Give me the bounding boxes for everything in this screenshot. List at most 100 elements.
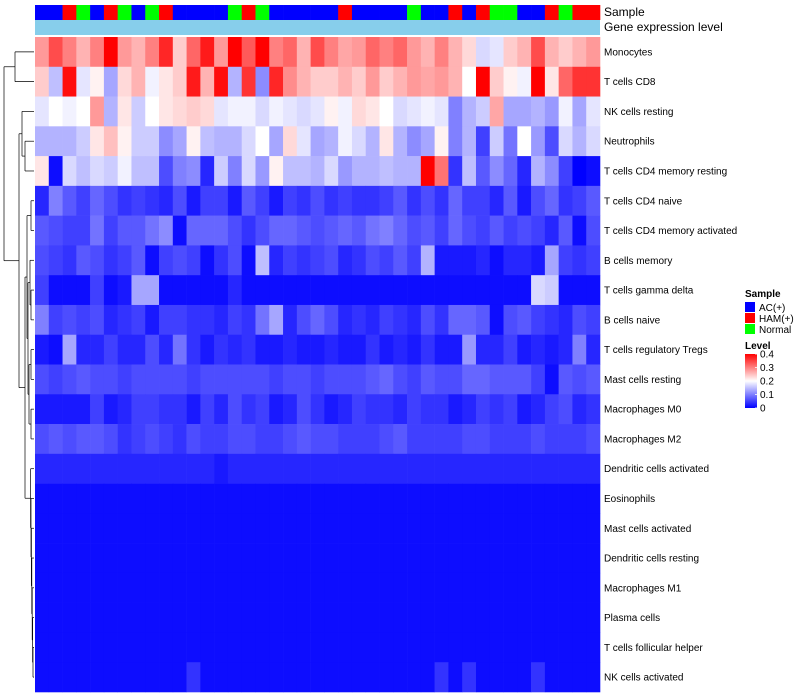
heatmap-cell (407, 304, 422, 336)
heatmap-cell (393, 37, 408, 68)
colorbar-tick-label: 0.2 (760, 377, 774, 388)
heatmap-cell (393, 364, 408, 395)
heatmap-cell (159, 37, 174, 68)
heatmap-cell (531, 126, 546, 157)
row-label: Neutrophils (604, 137, 655, 148)
heatmap-cell (462, 483, 477, 514)
heatmap-cell (214, 602, 229, 633)
heatmap-cell (62, 632, 77, 663)
heatmap-cell (475, 364, 491, 395)
heatmap-cell (338, 185, 353, 216)
heatmap-cell (434, 215, 449, 246)
heatmap-cell (338, 513, 353, 544)
heatmap-cell (131, 513, 146, 544)
heatmap-cell (558, 156, 573, 187)
heatmap-cell (103, 96, 118, 127)
heatmap-cell (35, 66, 50, 97)
heatmap-cell (351, 96, 367, 127)
heatmap-cell (159, 572, 174, 603)
heatmap-cell (324, 394, 339, 425)
heatmap-cell (531, 334, 546, 365)
legend-title-sample: Sample (745, 289, 781, 300)
heatmap-cell (572, 215, 587, 246)
heatmap-cell (544, 662, 559, 693)
sample-annotation-cell (475, 5, 491, 20)
heatmap-cell (558, 275, 573, 306)
heatmap-cell (475, 66, 491, 97)
heatmap-cell (338, 275, 353, 306)
heatmap-cell (62, 215, 77, 246)
heatmap-cell (90, 304, 105, 336)
heatmap-cell (90, 513, 105, 544)
heatmap-cell (462, 245, 477, 276)
heatmap-cell (48, 453, 63, 484)
heatmap-cell (489, 602, 504, 633)
heatmap-cell (117, 513, 132, 544)
heatmap-cell (227, 304, 243, 336)
heatmap-cell (517, 304, 532, 336)
heatmap-cell (103, 513, 118, 544)
heatmap-cell (544, 572, 559, 603)
heatmap-cell (586, 334, 601, 365)
heatmap-cell (255, 632, 270, 663)
heatmap-cell (172, 304, 187, 336)
heatmap-cell (462, 543, 477, 574)
heatmap-cell (200, 513, 215, 544)
heatmap-cell (310, 364, 325, 395)
heatmap-cell (572, 662, 587, 693)
heatmap-cell (186, 37, 201, 68)
heatmap-cell (48, 483, 63, 514)
heatmap-cell (159, 126, 174, 157)
heatmap-cell (117, 185, 132, 216)
row-label: Monocytes (604, 47, 652, 58)
heatmap-cell (544, 156, 559, 187)
heatmap-cell (76, 215, 91, 246)
heatmap-cell (76, 602, 91, 633)
heatmap-cell (586, 304, 601, 336)
heatmap-cell (475, 126, 491, 157)
heatmap-cell (365, 215, 380, 246)
heatmap-cell (489, 304, 504, 336)
heatmap-cell (255, 37, 270, 68)
heatmap-cell (544, 66, 559, 97)
heatmap-cell (503, 424, 518, 455)
heatmap-cell (117, 364, 132, 395)
sample-annotation-cell (489, 5, 504, 20)
heatmap-cell (186, 304, 201, 336)
heatmap-cell (35, 602, 50, 633)
heatmap-cell (35, 185, 50, 216)
heatmap-cell (338, 215, 353, 246)
heatmap-cell (544, 334, 559, 365)
heatmap-cell (62, 304, 77, 336)
heatmap-cell (448, 513, 463, 544)
heatmap-cell (324, 37, 339, 68)
heatmap-cell (324, 662, 339, 693)
heatmap-cell (351, 513, 367, 544)
heatmap-cell (379, 245, 394, 276)
heatmap-cell (407, 572, 422, 603)
heatmap-cell (586, 185, 601, 216)
heatmap-cell (296, 275, 311, 306)
heatmap-cell (475, 632, 491, 663)
heatmap-cell (172, 96, 187, 127)
row-label: Macrophages M1 (604, 583, 682, 594)
heatmap-cell (62, 602, 77, 633)
heatmap-cell (103, 156, 118, 187)
heatmap-cell (379, 602, 394, 633)
heatmap-cell (62, 513, 77, 544)
heatmap-cell (544, 275, 559, 306)
heatmap-cell (310, 394, 325, 425)
heatmap-cell (145, 453, 160, 484)
heatmap-cell (200, 543, 215, 574)
heatmap-cell (379, 334, 394, 365)
heatmap-cell (517, 245, 532, 276)
heatmap-cell (351, 572, 367, 603)
heatmap-cell (531, 156, 546, 187)
heatmap-cell (351, 215, 367, 246)
heatmap-cell (159, 66, 174, 97)
heatmap-cell (448, 364, 463, 395)
heatmap-cell (310, 245, 325, 276)
heatmap-cell (117, 543, 132, 574)
heatmap-cell (531, 483, 546, 514)
heatmap-cell (117, 632, 132, 663)
